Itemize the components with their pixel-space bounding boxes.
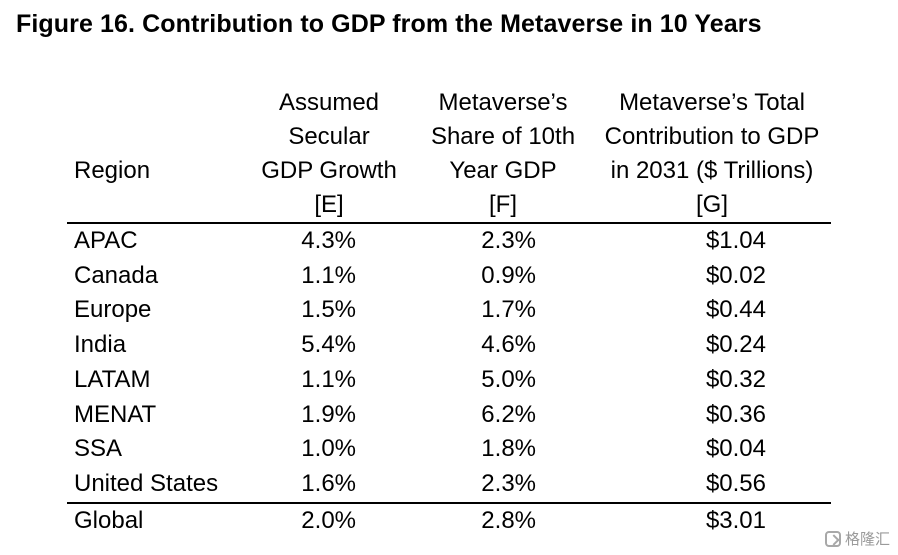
cell-region: United States bbox=[74, 469, 219, 497]
header-line: Contribution to GDP bbox=[604, 123, 820, 150]
cell-total-contribution: $1.04 bbox=[705, 227, 766, 254]
table-row: Canada 1.1% 0.9% $0.02 bbox=[67, 259, 831, 294]
cell-total-contribution: $0.02 bbox=[705, 261, 766, 289]
cell-region: Global bbox=[74, 506, 144, 534]
cell-gdp-growth: 1.0% bbox=[301, 435, 356, 463]
header-line: GDP Growth bbox=[261, 157, 397, 184]
table-row: Europe 1.5% 1.7% $0.44 bbox=[67, 293, 831, 328]
header-total-contribution: Metaverse’s Total Contribution to GDP in… bbox=[593, 86, 831, 223]
cell-total-contribution: $0.24 bbox=[705, 331, 766, 359]
table-row: United States 1.6% 2.3% $0.56 bbox=[67, 467, 831, 503]
table-row: SSA 1.0% 1.8% $0.04 bbox=[67, 432, 831, 467]
header-line: in 2031 ($ Trillions) bbox=[610, 157, 814, 184]
cell-metaverse-share: 2.8% bbox=[481, 506, 536, 534]
cell-gdp-growth: 4.3% bbox=[301, 227, 356, 254]
cell-region: India bbox=[74, 331, 127, 359]
header-line: [F] bbox=[489, 191, 517, 218]
table-row: India 5.4% 4.6% $0.24 bbox=[67, 328, 831, 363]
cell-metaverse-share: 2.3% bbox=[481, 227, 536, 254]
header-metaverse-share: Metaverse’s Share of 10th Year GDP [F] bbox=[413, 86, 593, 223]
cell-total-contribution: $0.44 bbox=[705, 296, 766, 324]
header-line: Metaverse’s bbox=[438, 89, 568, 116]
header-line: Share of 10th bbox=[430, 123, 576, 150]
cell-region: SSA bbox=[74, 435, 123, 463]
cell-metaverse-share: 1.7% bbox=[481, 296, 536, 324]
header-secular-gdp-growth: Assumed Secular GDP Growth [E] bbox=[245, 86, 413, 223]
cell-region: LATAM bbox=[74, 365, 151, 393]
cell-metaverse-share: 1.8% bbox=[481, 435, 536, 463]
cell-gdp-growth: 1.9% bbox=[301, 400, 356, 428]
cell-total-contribution: $0.32 bbox=[705, 365, 766, 393]
cell-gdp-growth: 5.4% bbox=[301, 331, 356, 359]
header-row: Region Assumed Secular GDP Growth [E] Me… bbox=[67, 86, 831, 223]
watermark: 格隆汇 bbox=[824, 528, 890, 549]
header-line: Year GDP bbox=[449, 157, 557, 184]
cell-gdp-growth: 1.1% bbox=[301, 365, 356, 393]
table-row: MENAT 1.9% 6.2% $0.36 bbox=[67, 398, 831, 433]
table-row: LATAM 1.1% 5.0% $0.32 bbox=[67, 363, 831, 398]
header-line: [G] bbox=[695, 191, 728, 218]
header-line: Secular bbox=[288, 123, 370, 150]
cell-metaverse-share: 5.0% bbox=[481, 365, 536, 393]
header-line: [E] bbox=[314, 191, 344, 218]
gdp-contribution-table-container: Region Assumed Secular GDP Growth [E] Me… bbox=[67, 86, 831, 538]
cell-metaverse-share: 2.3% bbox=[481, 469, 536, 497]
watermark-text: 格隆汇 bbox=[844, 530, 890, 548]
table-header: Region Assumed Secular GDP Growth [E] Me… bbox=[67, 86, 831, 223]
gelonghui-logo-icon bbox=[824, 530, 841, 547]
cell-gdp-growth: 1.6% bbox=[301, 469, 356, 497]
cell-total-contribution: $0.36 bbox=[705, 400, 766, 428]
cell-metaverse-share: 0.9% bbox=[481, 261, 536, 289]
table-body: APAC 4.3% 2.3% $1.04 Canada 1.1% 0.9% $0… bbox=[67, 223, 831, 538]
cell-region: Canada bbox=[74, 261, 159, 289]
cell-total-contribution: $0.04 bbox=[705, 435, 766, 463]
cell-gdp-growth: 2.0% bbox=[301, 506, 356, 534]
cell-region: MENAT bbox=[74, 400, 157, 428]
figure-title: Figure 16. Contribution to GDP from the … bbox=[16, 10, 762, 38]
cell-gdp-growth: 1.5% bbox=[301, 296, 356, 324]
header-line: Assumed bbox=[278, 89, 380, 116]
gdp-contribution-table: Region Assumed Secular GDP Growth [E] Me… bbox=[67, 86, 831, 538]
table-row: APAC 4.3% 2.3% $1.04 bbox=[67, 223, 831, 259]
cell-gdp-growth: 1.1% bbox=[301, 261, 356, 289]
cell-metaverse-share: 4.6% bbox=[481, 331, 536, 359]
cell-region: Europe bbox=[74, 296, 152, 324]
cell-region: APAC bbox=[74, 227, 138, 254]
table-row-total: Global 2.0% 2.8% $3.01 bbox=[67, 502, 831, 539]
header-region: Region bbox=[74, 157, 151, 184]
cell-metaverse-share: 6.2% bbox=[481, 400, 536, 428]
cell-total-contribution: $3.01 bbox=[705, 506, 766, 534]
cell-total-contribution: $0.56 bbox=[705, 469, 766, 497]
header-line: Metaverse’s Total bbox=[619, 89, 805, 116]
